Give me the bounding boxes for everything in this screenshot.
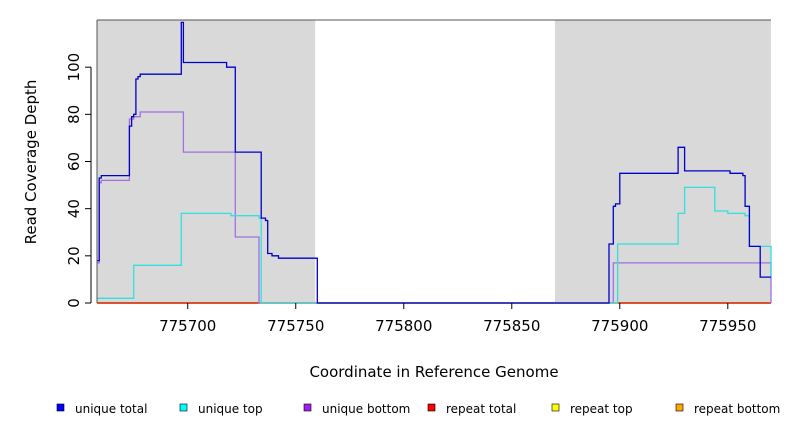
plot-background (97, 20, 771, 303)
shaded-region-2 (554, 20, 771, 303)
legend-label: repeat bottom (694, 402, 780, 416)
y-tick-label: 20 (65, 246, 83, 265)
legend-entry-repeat-total: repeat total (427, 402, 516, 416)
legend-swatch (179, 403, 188, 412)
legend-swatch (303, 403, 312, 412)
y-tick-label: 100 (65, 53, 83, 82)
legend-swatch (551, 403, 560, 412)
legend-entry-unique-bottom: unique bottom (303, 402, 410, 416)
legend-entry-repeat-bottom: repeat bottom (675, 402, 780, 416)
x-tick-label: 775750 (267, 317, 324, 335)
legend-swatch (56, 403, 65, 412)
y-tick-label: 0 (65, 298, 83, 308)
x-tick-label: 775800 (375, 317, 432, 335)
legend-label: repeat top (570, 402, 633, 416)
legend: unique total unique top unique bottom repea… (56, 402, 780, 416)
x-axis: 775700 775750 775800 775850 775900 775950 (159, 303, 756, 335)
y-tick-label: 60 (65, 152, 83, 171)
y-tick-label: 40 (65, 199, 83, 218)
series-line-unique-top (97, 186, 772, 304)
legend-label: unique top (198, 402, 263, 416)
x-tick-label: 775950 (699, 317, 756, 335)
legend-label: unique bottom (322, 402, 410, 416)
x-tick-label: 775850 (483, 317, 540, 335)
series-line-unique-total (97, 21, 771, 304)
y-axis: 0 20 40 60 80 100 (65, 53, 92, 308)
plot-frame (96, 19, 771, 303)
x-axis-title: Coordinate in Reference Genome (309, 363, 558, 381)
legend-swatch (675, 403, 684, 412)
y-axis-title: Read Coverage Depth (22, 80, 40, 245)
legend-entry-unique-total: unique total (56, 402, 147, 416)
legend-label: repeat total (446, 402, 516, 416)
x-tick-label: 775900 (591, 317, 648, 335)
legend-swatch (427, 403, 436, 412)
plot-series (97, 21, 772, 304)
y-tick-label: 80 (65, 105, 83, 124)
legend-entry-unique-top: unique top (179, 402, 263, 416)
legend-entry-repeat-top: repeat top (551, 402, 633, 416)
x-tick-label: 775700 (159, 317, 216, 335)
legend-label: unique total (75, 402, 147, 416)
